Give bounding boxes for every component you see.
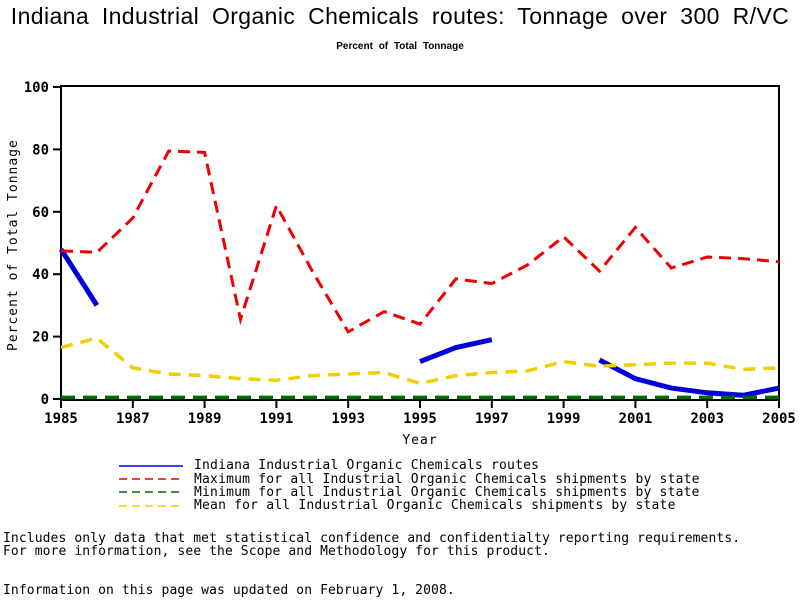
- legend-label: Maximum for all Industrial Organic Chemi…: [194, 471, 700, 487]
- chart-plot-area: 0 20 40 60 80 100 1985 1987 1989 1991 1993 1995 1997…: [24, 80, 796, 427]
- y-tick-label: 100: [24, 80, 49, 96]
- series-line-0: [58, 247, 100, 307]
- x-tick-label: 1999: [547, 411, 581, 427]
- legend-swatch: [119, 478, 183, 480]
- x-tick-label: 1985: [44, 411, 78, 427]
- legend-item-1: Maximum for all Industrial Organic Chemi…: [118, 471, 700, 487]
- x-tick-label: 1993: [331, 411, 365, 427]
- legend-item-3: Mean for all Industrial Organic Chemical…: [118, 498, 700, 514]
- plot-frame: [60, 85, 780, 401]
- x-tick-label: 1997: [475, 411, 509, 427]
- x-tick-label: 1995: [403, 411, 437, 427]
- x-tick-label: 1987: [116, 411, 150, 427]
- series-line-0: [419, 337, 493, 364]
- legend-item-0: Indiana Industrial Organic Chemicals rou…: [118, 458, 700, 474]
- series-line-1: [60, 149, 780, 334]
- footnote-updated-date: Information on this page was updated on …: [3, 583, 455, 598]
- legend-label: Mean for all Industrial Organic Chemical…: [194, 498, 676, 514]
- legend-label: Indiana Industrial Organic Chemicals rou…: [194, 458, 540, 474]
- footnote-confidence: Includes only data that met statistical …: [3, 531, 741, 546]
- legend-swatch: [119, 464, 183, 467]
- legend-swatch: [119, 505, 183, 507]
- x-tick-label: 2003: [690, 411, 724, 427]
- x-axis-title: Year: [402, 433, 438, 448]
- legend-swatch: [119, 491, 183, 494]
- series-line-0: [598, 357, 780, 398]
- x-tick-label: 2005: [762, 411, 796, 427]
- x-tick-label: 1989: [188, 411, 222, 427]
- chart-subtitle: Percent of Total Tonnage: [336, 41, 464, 52]
- x-tick-label: 1991: [260, 411, 294, 427]
- footnote-methodology: For more information, see the Scope and …: [3, 544, 550, 559]
- x-tick-label: 2001: [619, 411, 653, 427]
- legend-label: Minimum for all Industrial Organic Chemi…: [194, 484, 700, 500]
- legend-item-2: Minimum for all Industrial Organic Chemi…: [118, 484, 700, 500]
- y-tick-label: 60: [32, 205, 49, 221]
- chart-title: Indiana Industrial Organic Chemicals rou…: [10, 3, 790, 29]
- y-axis-title: Percent of Total Tonnage: [6, 139, 21, 351]
- y-tick-label: 0: [41, 392, 49, 408]
- y-tick-label: 80: [32, 142, 49, 158]
- y-tick-label: 40: [32, 267, 49, 283]
- chart-legend: Indiana Industrial Organic Chemicals rou…: [118, 458, 700, 514]
- y-tick-label: 20: [32, 330, 49, 346]
